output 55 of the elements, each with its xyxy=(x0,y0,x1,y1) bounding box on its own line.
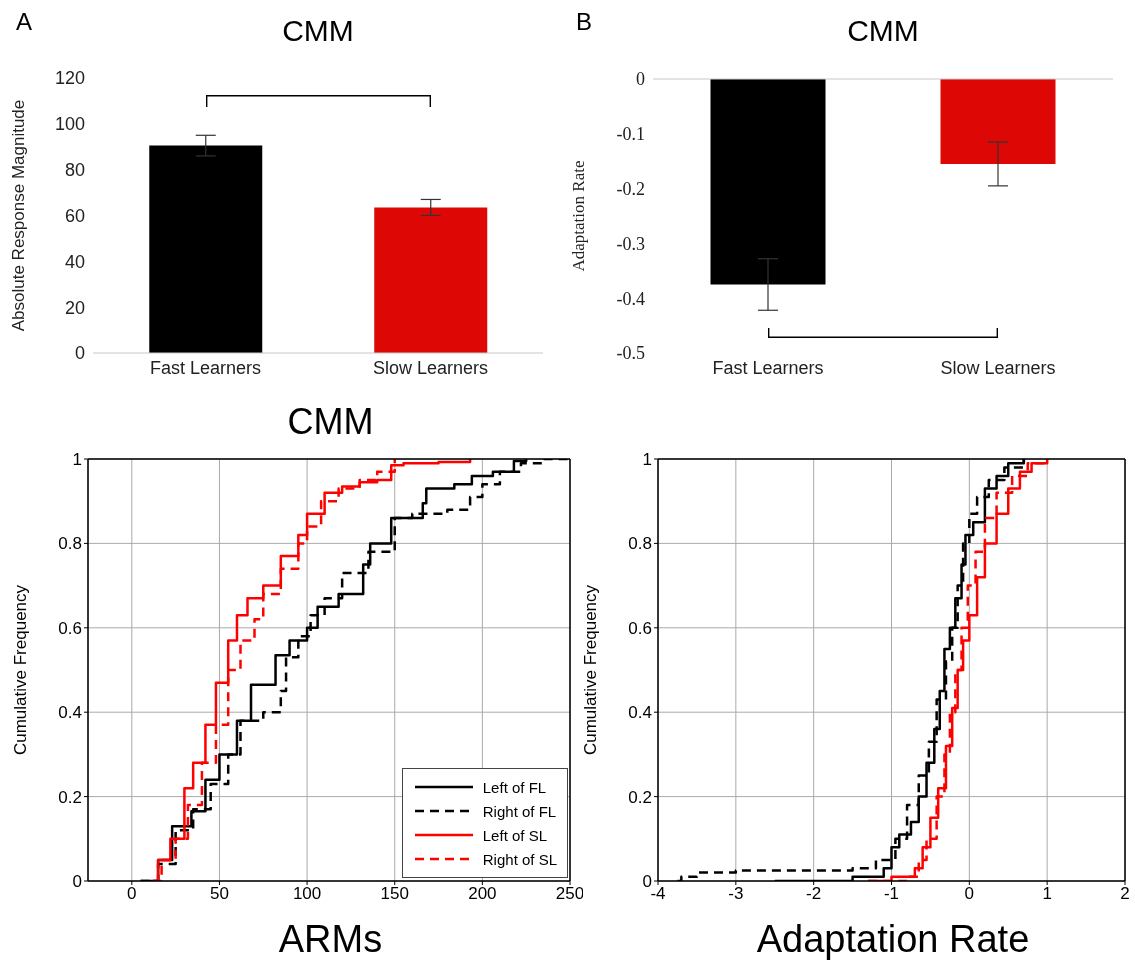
y-axis-title: Cumulative Frequency xyxy=(11,584,31,756)
y-axis-title: Absolute Response Magnitude xyxy=(9,99,29,332)
x-tick-label: -2 xyxy=(806,884,822,904)
x-tick-label: 100 xyxy=(292,884,322,904)
legend-label: Right of FL xyxy=(482,802,557,820)
y-tick-label: 100 xyxy=(54,114,85,135)
x-tick-label: -3 xyxy=(728,884,744,904)
x-tick-label: 50 xyxy=(209,884,229,904)
x-tick-label: Slow Learners xyxy=(372,357,489,378)
y-tick-label: 20 xyxy=(64,297,85,318)
x-tick-label: 2 xyxy=(1120,884,1130,904)
x-tick-label: Fast Learners xyxy=(712,357,824,378)
x-tick-label: 200 xyxy=(468,884,497,904)
y-tick-label: 0 xyxy=(636,69,645,90)
x-axis-title: Adaptation Rate xyxy=(755,918,1031,961)
chart-title: CMM xyxy=(281,14,355,48)
x-tick-label: Slow Learners xyxy=(940,357,1056,378)
x-tick-label: 0 xyxy=(964,884,975,904)
y-tick-label: 0.6 xyxy=(628,618,652,638)
y-tick-label: 0.4 xyxy=(628,703,652,723)
y-tick-label: 0.2 xyxy=(58,787,82,807)
x-tick-label: Fast Learners xyxy=(149,357,262,378)
chart-title: CMM xyxy=(846,14,920,48)
y-axis-title: Cumulative Frequency xyxy=(581,584,601,756)
y-tick-label: 0.6 xyxy=(58,618,82,638)
y-tick-label: 0 xyxy=(74,343,85,364)
x-tick-label: 0 xyxy=(127,884,137,904)
text: A xyxy=(16,8,33,36)
legend-label: Left of FL xyxy=(482,778,547,796)
legend-label: Left of SL xyxy=(482,826,547,844)
y-tick-label: 0.8 xyxy=(628,534,652,554)
y-tick-label: 40 xyxy=(64,251,85,272)
y-tick-label: -0.2 xyxy=(616,178,645,199)
y-tick-label: 60 xyxy=(64,205,85,226)
y-tick-label: -0.5 xyxy=(616,343,645,364)
y-tick-label: -0.3 xyxy=(616,233,645,254)
x-tick-label: -1 xyxy=(883,884,900,904)
y-tick-label: 80 xyxy=(64,160,85,181)
y-tick-label: 0.2 xyxy=(628,787,652,807)
chart-title: CMM xyxy=(286,401,375,443)
y-tick-label: 120 xyxy=(54,68,85,89)
text: B xyxy=(576,8,593,36)
y-tick-label: 1 xyxy=(72,450,82,470)
y-tick-label: -0.1 xyxy=(616,124,645,145)
x-axis-title: ARMs xyxy=(277,918,384,961)
y-tick-label: -0.4 xyxy=(616,288,645,309)
x-tick-label: -4 xyxy=(650,884,666,904)
x-tick-label: 150 xyxy=(380,884,409,904)
y-axis-title: Adaptation Rate xyxy=(569,160,589,272)
x-tick-label: 1 xyxy=(1042,884,1052,904)
y-tick-label: 1 xyxy=(642,450,652,470)
y-tick-label: 0.8 xyxy=(58,534,82,554)
x-tick-label: 250 xyxy=(555,884,585,904)
y-tick-label: 0.4 xyxy=(58,703,82,723)
legend-label: Right of SL xyxy=(482,850,557,868)
